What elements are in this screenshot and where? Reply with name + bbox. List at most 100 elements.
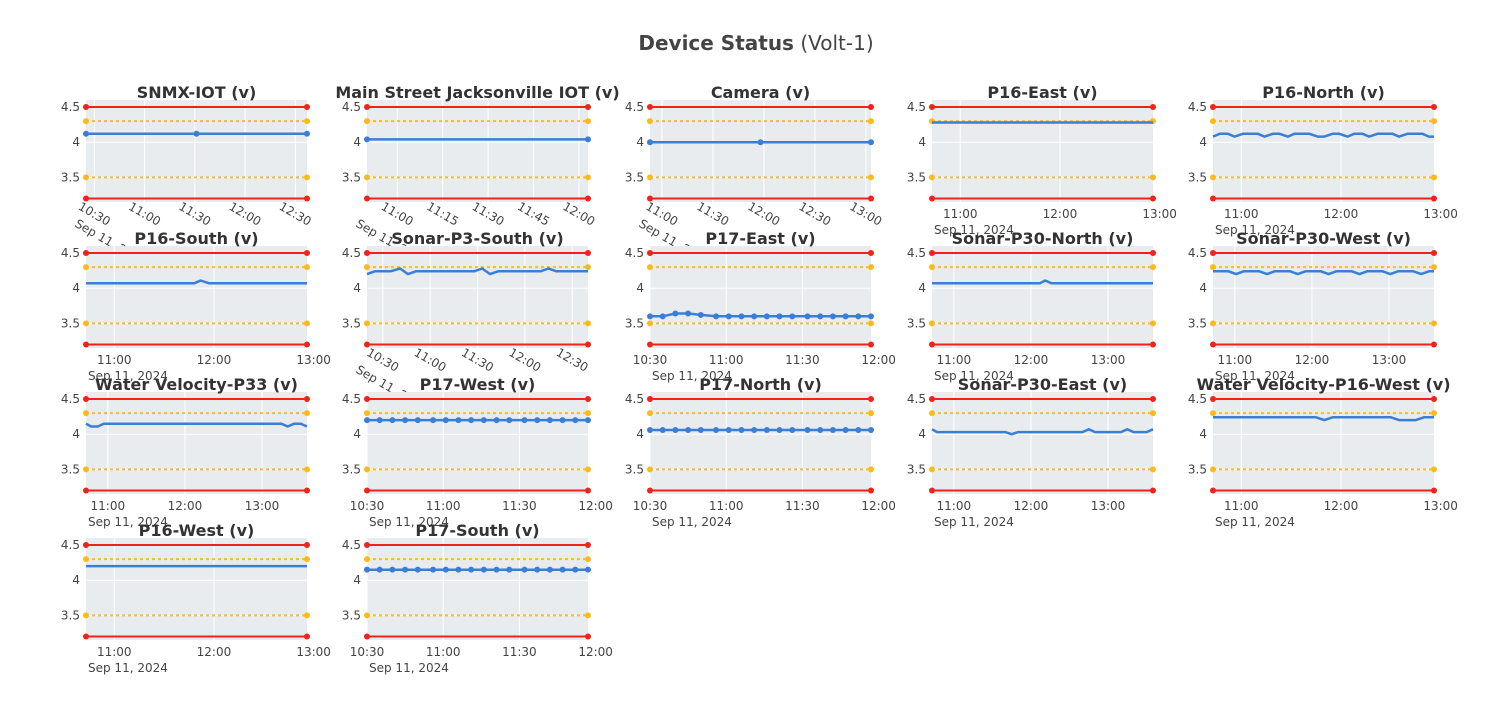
limit-red-high-point [929,250,935,257]
limit-red-low-point [585,341,591,348]
data-point [546,566,553,573]
x-tick-label: 12:00 [1043,207,1078,221]
x-tick-label: 11:00 [1224,207,1259,221]
data-point [725,313,732,320]
limit-red-high-point [585,542,591,549]
limit-yellow-high-point [304,118,310,125]
y-tick-label: 3.5 [907,170,926,184]
limit-yellow-high-point [304,556,310,563]
x-tick-label: 11:30 [502,499,537,513]
x-tick-label: 13:00 [1423,499,1458,513]
limit-yellow-low-point [929,320,935,327]
data-point [685,426,692,433]
x-tick-label: 11:00 [412,345,449,374]
data-point [763,426,770,433]
x-tick-label: 12:00 [861,499,896,513]
y-tick-label: 4.5 [342,246,361,260]
y-tick-label: 4 [72,281,80,295]
y-tick-label: 4 [918,427,926,441]
limit-red-high-point [1431,396,1437,403]
data-point [534,417,541,424]
data-point [468,417,475,424]
x-date-label: Sep 11, 2024 [1215,515,1295,529]
limit-yellow-low-point [364,612,370,619]
limit-red-low-point [83,195,89,202]
x-tick-label: 12:00 [560,199,597,228]
y-tick-label: 4.5 [625,246,644,260]
y-tick-label: 3.5 [342,462,361,476]
limit-yellow-low-point [929,174,935,181]
x-tick-label: 11:30 [459,345,496,374]
limit-yellow-high-point [364,118,370,125]
y-tick-label: 4 [353,135,361,149]
y-tick-label: 4 [1199,135,1207,149]
chart-title: P17-North (v) [699,375,822,394]
y-tick-label: 4.5 [61,392,80,406]
x-date-label: Sep 11, 2024 [1215,223,1295,237]
limit-red-low-point [1210,487,1216,494]
limit-yellow-low-point [585,320,591,327]
x-tick-label: 13:00 [296,645,331,659]
y-tick-label: 4 [636,135,644,149]
limit-red-high-point [83,542,89,549]
data-point [414,566,421,573]
y-tick-label: 4 [353,281,361,295]
chart-title: SNMX-IOT (v) [137,83,257,102]
y-tick-label: 4 [918,281,926,295]
x-tick-label: 12:00 [1014,499,1049,513]
x-date-label: Sep 11, 2024 [652,369,732,383]
limit-red-low-point [364,487,370,494]
y-tick-label: 4.5 [342,100,361,114]
data-point [480,417,487,424]
limit-red-high-point [1150,396,1156,403]
chart-title: Main Street Jacksonville IOT (v) [335,83,619,102]
y-tick-label: 4 [636,281,644,295]
data-point [789,313,796,320]
limit-red-low-point [929,195,935,202]
x-tick-label: 12:30 [554,345,591,374]
plot-area [1213,392,1434,494]
limit-yellow-low-point [1210,320,1216,327]
limit-yellow-low-point [868,466,874,473]
limit-yellow-high-point [1210,264,1216,271]
y-tick-label: 3.5 [61,316,80,330]
series-line [1213,416,1434,422]
limit-yellow-high-point [585,556,591,563]
limit-red-low-point [83,341,89,348]
data-point [697,311,704,318]
limit-red-high-point [1431,104,1437,111]
chart-title: P17-South (v) [415,521,539,540]
x-tick-label: 12:00 [1324,499,1359,513]
chart-title: Sonar-P3-South (v) [391,229,563,248]
y-tick-label: 4 [72,135,80,149]
limit-yellow-high-point [83,118,89,125]
chart-title: P16-East (v) [987,83,1097,102]
chart-panel-water-velocity-p33-v: 3.5 4 4.5 11:00 12:00 13:00 Sep 11, 2024 Water … [61,375,310,529]
x-date-label: Sep 11, 2024 [652,515,732,529]
limit-red-low-point [1210,341,1216,348]
y-tick-label: 3.5 [61,608,80,622]
limit-yellow-low-point [364,174,370,181]
data-point [713,426,720,433]
x-tick-label: 12:00 [197,353,232,367]
plot-area [86,538,307,640]
data-point [751,426,758,433]
data-point [855,313,862,320]
x-tick-label: 11:30 [694,199,731,228]
x-date-label: Sep 11, 2024 [934,515,1014,529]
limit-yellow-high-point [585,118,591,125]
x-tick-label: 13:00 [245,499,280,513]
plot-area [367,538,588,640]
plot-area [650,100,871,202]
limit-red-high-point [1210,396,1216,403]
data-point [817,313,824,320]
x-tick-label: 13:00 [1091,353,1126,367]
data-point [776,313,783,320]
limit-red-high-point [364,250,370,257]
limit-red-low-point [304,487,310,494]
limit-yellow-high-point [868,410,874,417]
limit-red-high-point [304,250,310,257]
x-tick-label: 11:00 [97,645,132,659]
